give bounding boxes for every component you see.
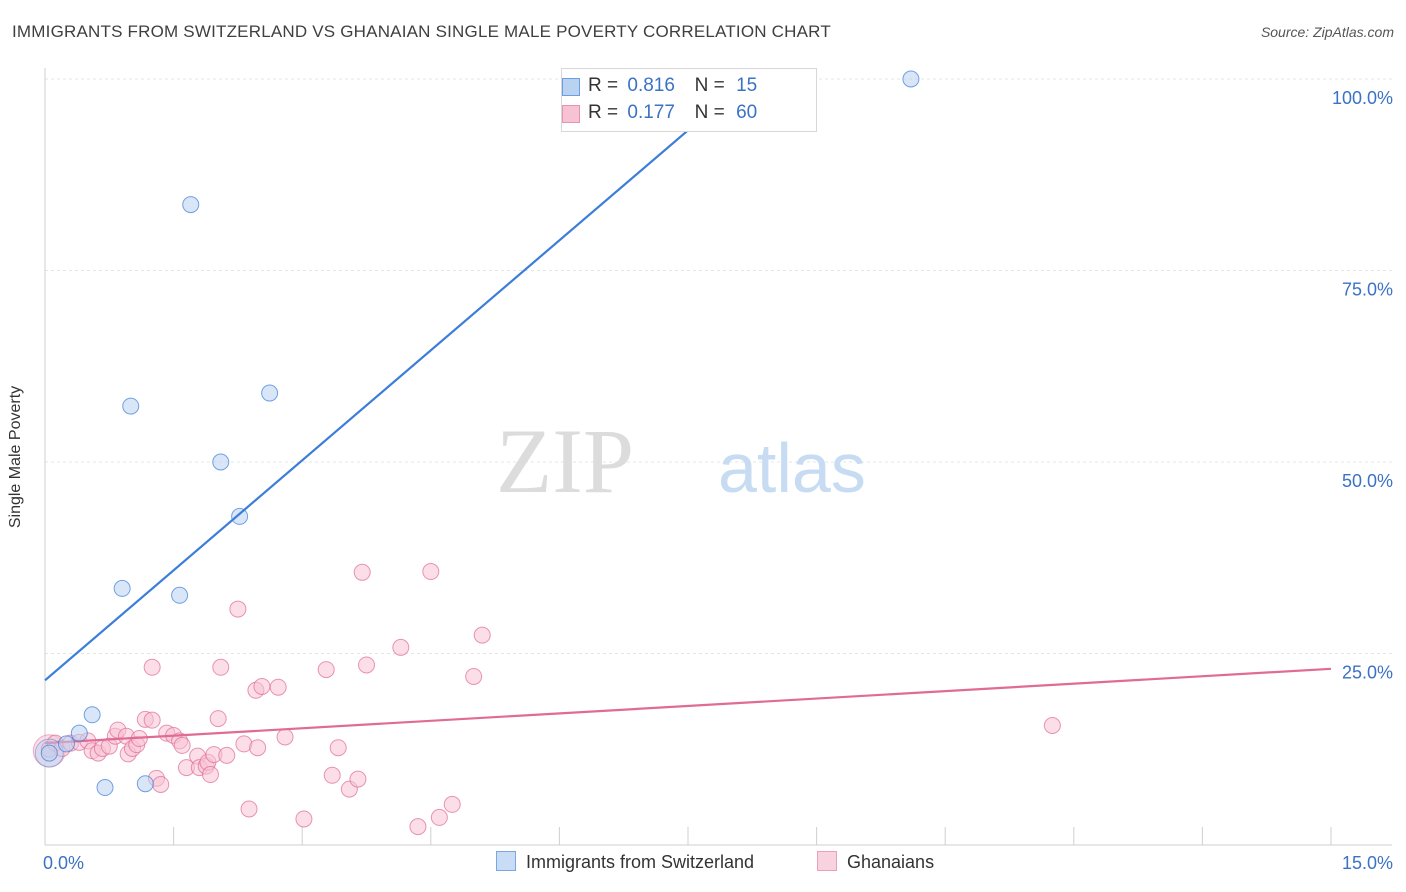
data-point bbox=[122, 397, 140, 415]
data-point bbox=[323, 766, 341, 784]
y-axis-title: Single Male Poverty bbox=[7, 385, 24, 529]
data-point bbox=[409, 818, 427, 836]
legend-n-label: N = bbox=[694, 75, 725, 96]
tick-labels: 25.0% 50.0% 75.0% 100.0% 0.0% 15.0% bbox=[43, 88, 1393, 873]
data-point bbox=[473, 626, 491, 644]
series-switzerland bbox=[34, 70, 920, 797]
data-point bbox=[212, 658, 230, 676]
data-point bbox=[249, 739, 267, 757]
bottom-legend-swatch-switzerland bbox=[496, 851, 516, 871]
legend-n-label: N = bbox=[694, 102, 725, 123]
bottom-legend-label-ghanaians: Ghanaians bbox=[847, 852, 935, 872]
data-point bbox=[358, 656, 375, 674]
series-layer bbox=[32, 70, 1332, 836]
legend-r-label: R = bbox=[588, 102, 619, 123]
data-point bbox=[276, 728, 294, 746]
data-point bbox=[349, 770, 367, 788]
legend-swatch-switzerland bbox=[562, 78, 580, 96]
data-point bbox=[317, 661, 335, 679]
watermark: ZIP atlas bbox=[496, 410, 866, 512]
legend-r-value: 0.816 bbox=[627, 75, 675, 96]
legend-r-value: 0.177 bbox=[627, 102, 675, 123]
watermark-atlas: atlas bbox=[718, 429, 866, 507]
data-point bbox=[902, 70, 920, 88]
y-axis-title-wrap: Single Male Poverty bbox=[7, 386, 40, 528]
data-point bbox=[269, 678, 287, 696]
correlation-legend: R = 0.816 N = 15 R = 0.177 N = 60 bbox=[561, 68, 817, 132]
series-ghanaians bbox=[32, 563, 1332, 836]
trend-line bbox=[44, 667, 1332, 745]
legend-n-value: 60 bbox=[736, 102, 758, 123]
chart-title: IMMIGRANTS FROM SWITZERLAND VS GHANAIAN … bbox=[12, 22, 831, 41]
data-point bbox=[136, 775, 154, 793]
x-tick-label: 0.0% bbox=[43, 853, 84, 873]
y-tick-label: 100.0% bbox=[1332, 88, 1393, 108]
bottom-legend-swatch-ghanaians bbox=[817, 851, 837, 871]
watermark-zip: ZIP bbox=[496, 410, 634, 512]
data-point bbox=[430, 808, 448, 826]
gridlines bbox=[45, 78, 1392, 654]
x-tick-label: 15.0% bbox=[1342, 853, 1393, 873]
legend-row-ghanaians: R = 0.177 N = 60 bbox=[562, 102, 758, 126]
data-point bbox=[40, 744, 58, 762]
data-point bbox=[353, 563, 371, 581]
source-label: Source: ZipAtlas.com bbox=[1260, 24, 1394, 40]
data-point bbox=[173, 736, 191, 754]
data-point bbox=[261, 384, 279, 402]
data-point bbox=[231, 507, 249, 525]
legend-swatch-ghanaians bbox=[562, 105, 580, 123]
legend-r-label: R = bbox=[588, 75, 619, 96]
y-tick-label: 25.0% bbox=[1342, 663, 1393, 683]
data-point bbox=[1043, 717, 1061, 735]
data-point bbox=[443, 795, 461, 813]
data-point bbox=[253, 677, 271, 695]
y-tick-label: 75.0% bbox=[1342, 280, 1393, 300]
data-point bbox=[212, 453, 230, 471]
data-point bbox=[143, 711, 161, 729]
data-point bbox=[209, 710, 227, 728]
data-point bbox=[392, 638, 410, 656]
data-point bbox=[96, 779, 114, 797]
data-point bbox=[70, 724, 88, 742]
data-point bbox=[295, 810, 313, 828]
data-point bbox=[240, 800, 258, 818]
bottom-legend-label-switzerland: Immigrants from Switzerland bbox=[526, 852, 755, 872]
data-point bbox=[201, 766, 219, 784]
axes bbox=[44, 68, 1392, 846]
data-point bbox=[422, 563, 440, 581]
y-tick-label: 50.0% bbox=[1342, 471, 1393, 491]
data-point bbox=[182, 196, 200, 214]
bottom-legend-switzerland: Immigrants from Switzerland bbox=[496, 851, 754, 877]
data-point bbox=[113, 579, 131, 597]
legend-n-value: 15 bbox=[736, 75, 758, 96]
data-point bbox=[171, 586, 189, 604]
bottom-legend-ghanaians: Ghanaians bbox=[817, 851, 934, 877]
data-point bbox=[465, 667, 483, 685]
data-point bbox=[329, 739, 347, 757]
data-point bbox=[57, 735, 75, 753]
data-point bbox=[229, 600, 247, 618]
data-point bbox=[143, 658, 161, 676]
data-point bbox=[152, 775, 170, 793]
data-point bbox=[218, 746, 236, 764]
legend-row-switzerland: R = 0.816 N = 15 bbox=[562, 75, 758, 99]
data-point bbox=[83, 706, 101, 724]
trend-line bbox=[44, 78, 749, 682]
